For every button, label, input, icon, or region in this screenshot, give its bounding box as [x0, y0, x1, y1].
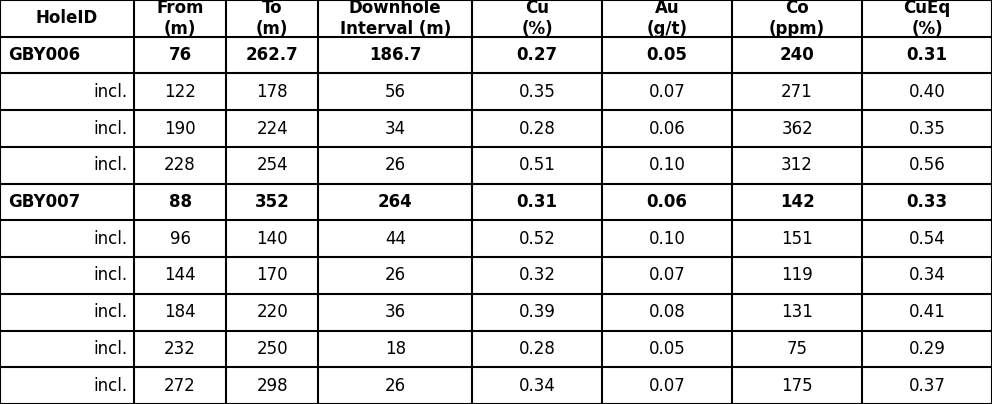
Text: 0.06: 0.06 [649, 120, 685, 137]
Text: 0.51: 0.51 [519, 156, 556, 174]
Text: GBY006: GBY006 [8, 46, 80, 64]
Text: 0.41: 0.41 [909, 303, 945, 321]
Text: 0.10: 0.10 [649, 156, 685, 174]
Text: 175: 175 [782, 377, 812, 395]
Text: 0.39: 0.39 [519, 303, 556, 321]
Text: 228: 228 [164, 156, 196, 174]
Text: 0.33: 0.33 [907, 193, 947, 211]
Text: incl.: incl. [94, 230, 128, 248]
Text: 0.35: 0.35 [909, 120, 945, 137]
Text: 131: 131 [781, 303, 813, 321]
Text: 26: 26 [385, 267, 406, 284]
Text: 0.07: 0.07 [649, 83, 685, 101]
Text: incl.: incl. [94, 340, 128, 358]
Text: 184: 184 [165, 303, 195, 321]
Text: 178: 178 [257, 83, 288, 101]
Text: 262.7: 262.7 [246, 46, 299, 64]
Text: 0.07: 0.07 [649, 267, 685, 284]
Text: 0.34: 0.34 [909, 267, 945, 284]
Text: 26: 26 [385, 377, 406, 395]
Text: 88: 88 [169, 193, 191, 211]
Text: HoleID: HoleID [36, 9, 98, 27]
Text: 34: 34 [385, 120, 406, 137]
Text: 144: 144 [165, 267, 195, 284]
Text: Cu
(%): Cu (%) [522, 0, 553, 38]
Text: 0.32: 0.32 [519, 267, 556, 284]
Text: 272: 272 [164, 377, 196, 395]
Text: 312: 312 [781, 156, 813, 174]
Text: 26: 26 [385, 156, 406, 174]
Text: 0.31: 0.31 [517, 193, 558, 211]
Text: 18: 18 [385, 340, 406, 358]
Text: 119: 119 [781, 267, 813, 284]
Text: CuEq
(%): CuEq (%) [904, 0, 950, 38]
Text: To
(m): To (m) [256, 0, 289, 38]
Text: 0.40: 0.40 [909, 83, 945, 101]
Text: Downhole
Interval (m): Downhole Interval (m) [339, 0, 451, 38]
Text: 0.34: 0.34 [519, 377, 556, 395]
Text: 271: 271 [781, 83, 813, 101]
Text: 298: 298 [257, 377, 288, 395]
Text: 352: 352 [255, 193, 290, 211]
Text: 0.05: 0.05 [649, 340, 685, 358]
Text: 142: 142 [780, 193, 814, 211]
Text: 220: 220 [256, 303, 289, 321]
Text: 232: 232 [164, 340, 196, 358]
Text: 0.29: 0.29 [909, 340, 945, 358]
Text: 0.06: 0.06 [647, 193, 687, 211]
Text: From
(m): From (m) [157, 0, 203, 38]
Text: 96: 96 [170, 230, 190, 248]
Text: incl.: incl. [94, 83, 128, 101]
Text: 0.54: 0.54 [909, 230, 945, 248]
Text: 250: 250 [257, 340, 288, 358]
Text: 75: 75 [787, 340, 807, 358]
Text: 254: 254 [257, 156, 288, 174]
Text: 56: 56 [385, 83, 406, 101]
Text: 140: 140 [257, 230, 288, 248]
Text: 0.28: 0.28 [519, 120, 556, 137]
Text: 190: 190 [165, 120, 195, 137]
Text: 0.10: 0.10 [649, 230, 685, 248]
Text: 0.27: 0.27 [517, 46, 558, 64]
Text: 0.52: 0.52 [519, 230, 556, 248]
Text: 122: 122 [164, 83, 196, 101]
Text: 44: 44 [385, 230, 406, 248]
Text: incl.: incl. [94, 120, 128, 137]
Text: 0.08: 0.08 [649, 303, 685, 321]
Text: 0.07: 0.07 [649, 377, 685, 395]
Text: 0.05: 0.05 [647, 46, 687, 64]
Text: 186.7: 186.7 [369, 46, 422, 64]
Text: 0.56: 0.56 [909, 156, 945, 174]
Text: Au
(g/t): Au (g/t) [647, 0, 687, 38]
Text: 170: 170 [257, 267, 288, 284]
Text: 264: 264 [378, 193, 413, 211]
Text: 151: 151 [781, 230, 813, 248]
Text: 0.28: 0.28 [519, 340, 556, 358]
Text: 0.35: 0.35 [519, 83, 556, 101]
Text: 0.31: 0.31 [907, 46, 947, 64]
Text: incl.: incl. [94, 303, 128, 321]
Text: incl.: incl. [94, 267, 128, 284]
Text: incl.: incl. [94, 156, 128, 174]
Text: 36: 36 [385, 303, 406, 321]
Text: 362: 362 [781, 120, 813, 137]
Text: 0.37: 0.37 [909, 377, 945, 395]
Text: incl.: incl. [94, 377, 128, 395]
Text: 76: 76 [169, 46, 191, 64]
Text: 240: 240 [780, 46, 814, 64]
Text: 224: 224 [256, 120, 289, 137]
Text: GBY007: GBY007 [8, 193, 80, 211]
Text: Co
(ppm): Co (ppm) [769, 0, 825, 38]
